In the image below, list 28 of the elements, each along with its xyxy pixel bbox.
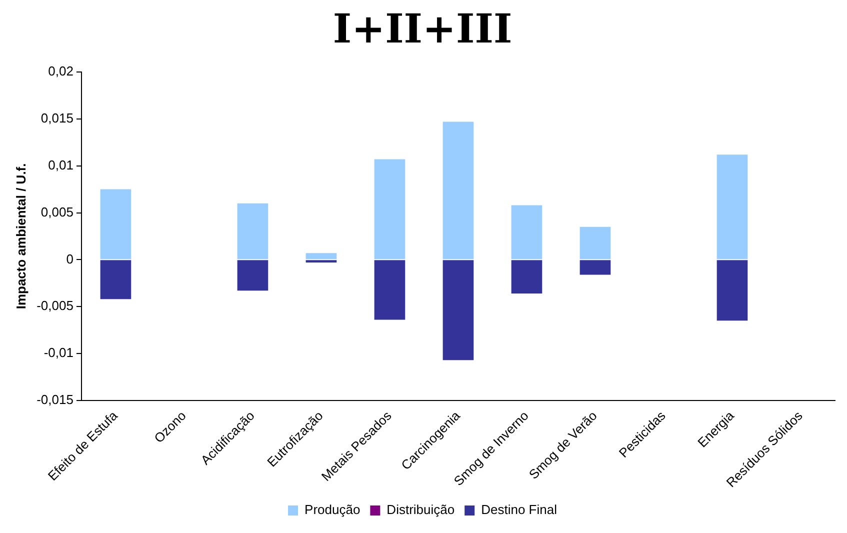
legend-label: Destino Final [481, 502, 558, 518]
y-tick-label: 0,02 [48, 64, 74, 79]
bar [511, 205, 542, 260]
bar [374, 260, 406, 320]
y-tick-label: 0,01 [48, 157, 74, 172]
chart-title: I+II+III [332, 5, 512, 52]
bar [716, 154, 748, 260]
bar [580, 226, 611, 260]
y-tick-label: -0,015 [36, 392, 74, 408]
bar [716, 260, 748, 321]
bar [442, 122, 474, 260]
legend-label: Distribuição [386, 502, 455, 518]
bar [442, 260, 474, 360]
y-tick-label: -0,005 [36, 298, 74, 314]
bar [511, 260, 542, 294]
y-tick-label: 0 [66, 251, 74, 266]
bar [306, 253, 337, 260]
legend-label: Produção [304, 502, 360, 518]
y-tick-label: 0,005 [40, 204, 74, 220]
bar [100, 260, 132, 300]
bar [237, 203, 268, 260]
y-axis-title: Impacto ambiental / U.f. [13, 163, 28, 310]
y-tick-label: 0,015 [40, 110, 74, 126]
y-tick-label: -0,01 [44, 345, 74, 360]
bar [237, 260, 268, 291]
bar [580, 260, 611, 275]
bar [374, 159, 406, 260]
bar [100, 189, 132, 260]
